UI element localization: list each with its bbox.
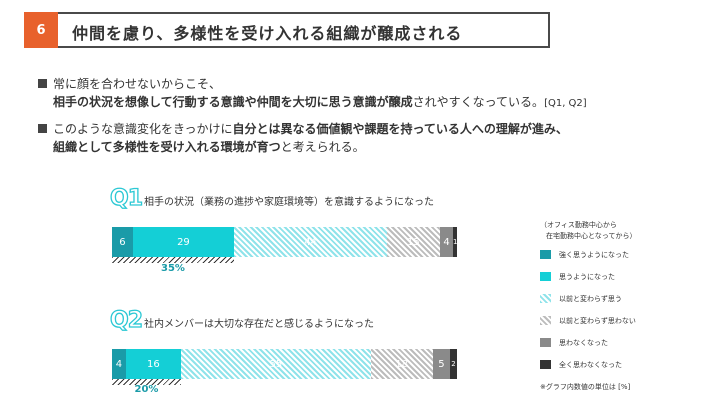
- legend-swatch: [540, 338, 551, 347]
- bar-segment-strong-disagree: 2: [450, 349, 457, 379]
- legend-swatch: [540, 272, 551, 281]
- legend-header-line1: （オフィス勤務中心から: [540, 221, 617, 229]
- data-label: 55: [269, 358, 283, 370]
- legend-item-strong-disagree: 全く思わなくなった: [540, 360, 636, 369]
- legend-header-line2: 在宅勤務中心となってから）: [546, 232, 637, 240]
- legend-label: 強く思うようになった: [559, 250, 629, 259]
- data-label: 44: [304, 236, 317, 248]
- q2-tag: Q2: [109, 308, 143, 333]
- bar-segment-agree: 29: [132, 227, 234, 257]
- bullet-square-icon: [38, 124, 47, 133]
- q1-stacked-bar: 6 29 44 15 4 1: [112, 227, 457, 257]
- q1-positive-total: 35%: [160, 263, 185, 274]
- q2-question: 社内メンバーは大切な存在だと感じるようになった: [144, 319, 375, 330]
- bar-segment-unchanged-agree: 55: [180, 349, 371, 379]
- q2-positive-bracket: [112, 379, 181, 385]
- legend-label: 思うようになった: [559, 272, 615, 281]
- chart-legend: （オフィス勤務中心から 在宅勤務中心となってから） 強く思うようになった 思うよう…: [540, 220, 636, 392]
- bar-segment-strong-agree: 6: [112, 227, 133, 257]
- bar-segment-unchanged-agree: 44: [233, 227, 388, 257]
- q2-positive-total: 20%: [134, 384, 159, 395]
- data-label: 4: [115, 358, 123, 370]
- bullet-1-line1: 常に顔を合わせないからこそ、: [53, 77, 222, 91]
- section-number: 6: [24, 12, 58, 48]
- data-label: 2: [451, 360, 456, 368]
- data-label: 16: [147, 358, 160, 370]
- bullet-2-rest: と考えられる。: [280, 140, 365, 154]
- q1-positive-bracket: [112, 257, 234, 263]
- q1-question: 相手の状況（業務の進捗や家庭環境等）を意識するようになった: [144, 197, 435, 208]
- bullet-2: このような意識変化をきっかけに自分とは異なる価値観や課題を持っている人への理解が…: [38, 120, 568, 156]
- bullet-square-icon: [38, 79, 47, 88]
- legend-swatch: [540, 250, 551, 259]
- legend-header: （オフィス勤務中心から 在宅勤務中心となってから）: [540, 220, 636, 242]
- q1-tag: Q1: [109, 186, 143, 211]
- data-label: 29: [177, 236, 190, 248]
- bullet-2-emphasis-2: 組織として多様性を受け入れる環境が育つ: [53, 140, 281, 154]
- bar-segment-agree: 16: [125, 349, 181, 379]
- bar-segment-strong-disagree: 1: [453, 227, 457, 257]
- data-label: 6: [119, 236, 126, 248]
- bullet-1: 常に顔を合わせないからこそ、 相手の状況を想像して行動する意識や仲間を大切に思う…: [38, 75, 587, 113]
- legend-unit-note: ※グラフ内数値の単位は [%]: [540, 383, 631, 391]
- bar-segment-disagree: 4: [439, 227, 454, 257]
- bar-segment-unchanged-disagree: 15: [387, 227, 440, 257]
- data-label: 15: [407, 236, 420, 248]
- section-title: 仲間を慮り、多様性を受け入れる組織が醸成される: [72, 24, 463, 43]
- data-label: 1: [453, 238, 457, 246]
- bullet-2-emphasis-1: 自分とは異なる価値観や課題を持っている人への理解が進み、: [232, 122, 568, 136]
- legend-label: 以前と変わらず思う: [559, 294, 622, 303]
- bullet-1-rest: されやすくなっている。: [412, 95, 545, 109]
- legend-label: 以前と変わらず思わない: [559, 316, 636, 325]
- bullet-2-pre: このような意識変化をきっかけに: [53, 122, 233, 136]
- bullet-1-emphasis: 相手の状況を想像して行動する意識や仲間を大切に思う意識が醸成: [53, 95, 413, 109]
- legend-swatch: [540, 360, 551, 369]
- q2-label: Q2 社内メンバーは大切な存在だと感じるようになった: [109, 308, 375, 333]
- legend-item-disagree: 思わなくなった: [540, 338, 636, 347]
- legend-item-unchanged-disagree: 以前と変わらず思わない: [540, 316, 636, 325]
- legend-label: 全く思わなくなった: [559, 360, 622, 369]
- legend-label: 思わなくなった: [559, 338, 608, 347]
- data-label: 4: [443, 236, 450, 248]
- legend-item-strong-agree: 強く思うようになった: [540, 250, 636, 259]
- legend-swatch: [540, 316, 551, 325]
- q2-stacked-bar: 4 16 55 18 5 2: [112, 349, 457, 379]
- q1-label: Q1 相手の状況（業務の進捗や家庭環境等）を意識するようになった: [109, 186, 435, 211]
- bar-segment-disagree: 5: [432, 349, 451, 379]
- bar-segment-strong-agree: 4: [112, 349, 126, 379]
- legend-item-agree: 思うようになった: [540, 272, 636, 281]
- section-title-frame: [24, 12, 550, 48]
- bullet-1-reference: [Q1, Q2]: [544, 98, 587, 109]
- data-label: 18: [395, 358, 409, 370]
- legend-item-unchanged-agree: 以前と変わらず思う: [540, 294, 636, 303]
- legend-swatch: [540, 294, 551, 303]
- data-label: 5: [438, 358, 445, 370]
- bar-segment-unchanged-disagree: 18: [370, 349, 433, 379]
